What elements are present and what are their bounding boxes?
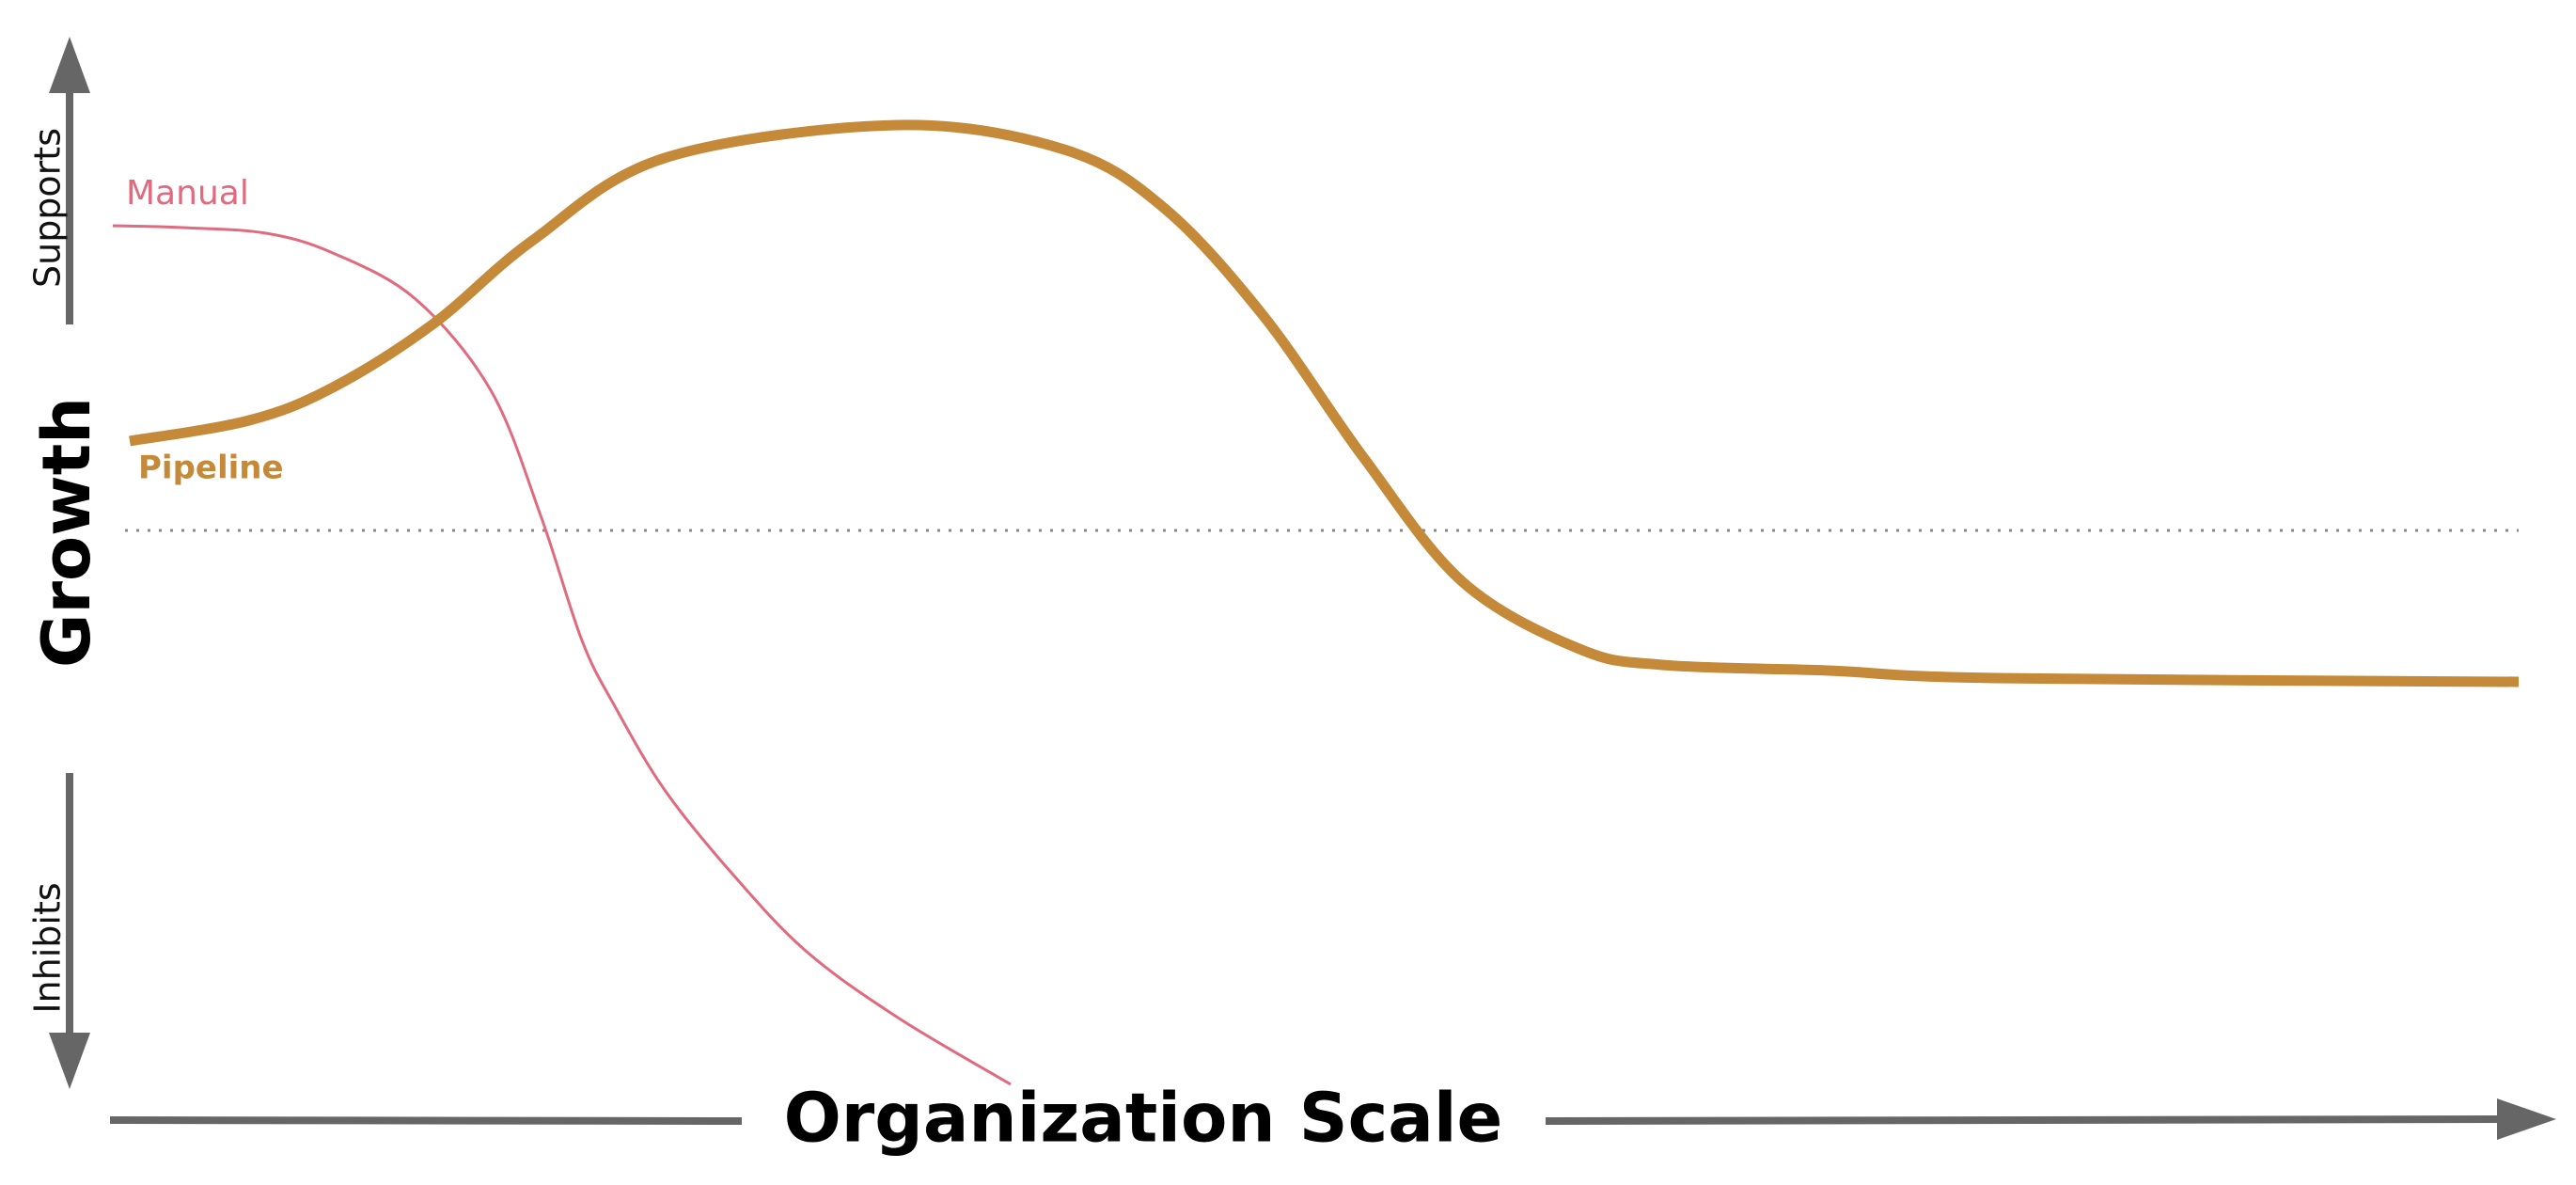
axis-down-arrowhead — [49, 1033, 90, 1089]
manual-curve — [112, 224, 1012, 1086]
y-top-label: Supports — [27, 128, 69, 288]
axis-x-line-right — [1545, 1115, 2506, 1125]
x-axis-label: Organization Scale — [784, 1079, 1503, 1158]
y-bottom-label: Inhibits — [27, 882, 69, 1013]
pipeline-label: Pipeline — [138, 450, 284, 487]
axis-x-line-left — [109, 1116, 743, 1125]
y-axis-label: Growth — [28, 397, 105, 668]
axis-x-arrowhead — [2497, 1098, 2556, 1140]
pipeline-curve — [129, 119, 2520, 687]
axis-up-arrowhead — [49, 37, 90, 93]
manual-label: Manual — [126, 174, 249, 213]
